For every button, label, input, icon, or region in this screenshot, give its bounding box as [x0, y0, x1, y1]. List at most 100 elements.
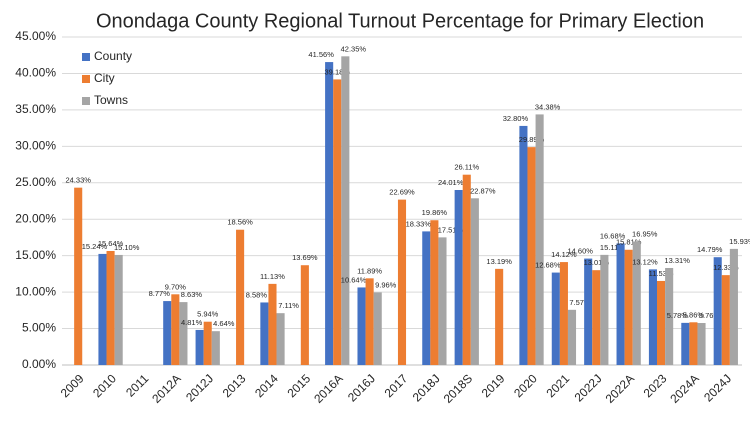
x-tick-label: 2018J [410, 371, 443, 404]
bar [470, 198, 479, 365]
legend-swatch [82, 53, 90, 61]
data-label: 24.33% [65, 176, 91, 185]
data-label: 26.11% [454, 163, 479, 172]
bar [584, 258, 593, 365]
data-label: 13.01% [584, 258, 610, 267]
data-label: 5.76% [699, 311, 721, 320]
bar [632, 241, 641, 365]
x-tick-label: 2017 [382, 371, 411, 400]
bar [365, 278, 374, 365]
data-label: 12.33% [713, 263, 739, 272]
x-tick-label: 2021 [543, 371, 572, 400]
data-label: 11.89% [357, 266, 382, 275]
data-label: 7.57% [569, 298, 591, 307]
data-label: 14.79% [697, 245, 723, 254]
x-tick-label: 2012J [183, 371, 216, 404]
data-label: 15.81% [616, 238, 642, 247]
data-label: 18.56% [227, 218, 253, 227]
bar [665, 267, 674, 365]
data-label: 24.01% [438, 178, 464, 187]
data-label: 4.81% [181, 318, 203, 327]
bar [211, 331, 220, 365]
bar [114, 254, 123, 365]
data-label: 32.80% [503, 114, 529, 123]
x-tick-label: 2012A [149, 371, 183, 405]
data-label: 42.35% [341, 44, 367, 53]
data-label: 5.94% [197, 310, 219, 319]
bar [454, 189, 463, 365]
x-tick-label: 2016A [311, 371, 345, 405]
data-label: 10.64% [341, 275, 367, 284]
data-label: 41.56% [308, 50, 334, 59]
legend-swatch [82, 75, 90, 83]
bar [438, 237, 447, 365]
data-label: 14.12% [551, 250, 577, 259]
bar [300, 265, 309, 365]
x-tick-label: 2009 [58, 371, 87, 400]
bar [98, 253, 107, 365]
bar [721, 275, 730, 365]
bar [681, 322, 690, 365]
y-tick-label: 20.00% [15, 211, 56, 225]
bar [357, 287, 366, 365]
x-tick-label: 2014 [252, 371, 281, 400]
bar [495, 268, 504, 365]
data-label: 16.68% [600, 231, 626, 240]
x-tick-label: 2024J [701, 371, 734, 404]
y-tick-label: 40.00% [15, 66, 56, 80]
x-tick-label: 2015 [284, 371, 313, 400]
bar [657, 280, 666, 365]
bar [163, 301, 172, 365]
data-label: 19.86% [422, 208, 448, 217]
bar [559, 262, 568, 365]
bar [276, 313, 285, 365]
bar [535, 114, 544, 366]
data-label: 11.53% [649, 269, 674, 278]
y-tick-label: 15.00% [15, 248, 56, 262]
data-label: 29.89% [519, 135, 545, 144]
data-label: 11.13% [260, 272, 285, 281]
bar [729, 248, 738, 365]
data-label: 22.87% [470, 186, 496, 195]
data-label: 22.69% [389, 188, 415, 197]
x-tick-label: 2016J [345, 371, 378, 404]
bar [325, 62, 334, 365]
bar [713, 257, 722, 365]
bar [171, 294, 180, 365]
y-tick-label: 30.00% [15, 139, 56, 153]
data-label: 13.69% [292, 253, 318, 262]
bar [341, 56, 350, 366]
bar [333, 79, 342, 366]
data-label: 15.11% [600, 243, 625, 252]
data-label: 15.10% [114, 243, 140, 252]
data-label: 8.63% [181, 290, 203, 299]
bar [697, 323, 706, 365]
y-tick-label: 35.00% [15, 102, 56, 116]
bar [519, 125, 528, 366]
bar [203, 321, 212, 365]
data-label: 5.78% [667, 311, 689, 320]
data-label: 9.96% [375, 280, 397, 289]
x-tick-label: 2022J [572, 371, 605, 404]
bar [648, 269, 657, 365]
bar [567, 309, 577, 365]
data-label: 8.58% [246, 290, 268, 299]
data-label: 9.70% [165, 282, 187, 291]
bar [616, 243, 625, 365]
data-label: 18.33% [406, 219, 432, 228]
data-label: 16.95% [632, 229, 658, 238]
x-tick-label: 2024A [667, 371, 701, 405]
x-tick-label: 2018S [441, 371, 475, 405]
bar [689, 322, 698, 365]
x-tick-label: 2022A [603, 371, 637, 405]
chart-title: Onondaga County Regional Turnout Percent… [96, 10, 704, 32]
data-label: 39.18% [325, 67, 351, 76]
legend-label: City [94, 71, 115, 85]
bar [430, 220, 439, 365]
data-label: 13.31% [664, 256, 690, 265]
data-label: 8.77% [149, 289, 171, 298]
data-label: 4.64% [213, 319, 235, 328]
y-tick-label: 25.00% [15, 175, 56, 189]
data-label: 15.93% [729, 237, 750, 246]
